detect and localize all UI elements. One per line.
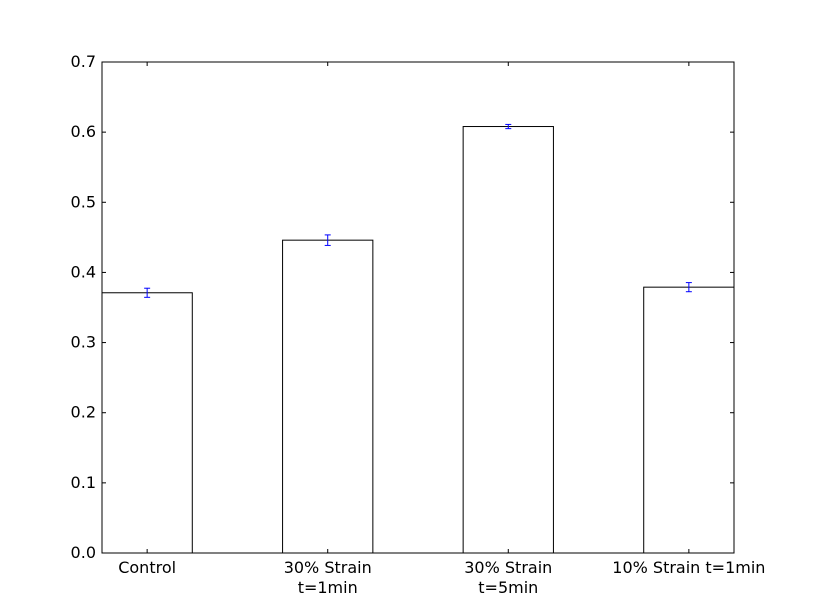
bar — [643, 286, 735, 554]
y-tick-label: 0.7 — [71, 52, 96, 71]
bar — [282, 239, 374, 554]
y-tick-label: 0.6 — [71, 122, 96, 141]
y-tick-label: 0.5 — [71, 192, 96, 211]
x-tick-label: Control — [118, 558, 176, 577]
y-tick-label: 0.4 — [71, 262, 96, 281]
y-tick-label: 0.3 — [71, 333, 96, 352]
x-tick-label: t=1min — [298, 578, 358, 597]
y-tick-label: 0.2 — [71, 403, 96, 422]
bar — [462, 126, 554, 554]
y-tick-label: 0.0 — [71, 543, 96, 562]
x-tick-label: 30% Strain — [284, 558, 372, 577]
y-tick-label: 0.1 — [71, 473, 96, 492]
plot-area-frame — [101, 61, 735, 554]
bars-layer — [101, 126, 735, 554]
x-tick-label: 30% Strain — [464, 558, 552, 577]
bar — [101, 292, 193, 554]
y-tick-labels: 0.0 0.1 0.2 0.3 0.4 0.5 0.6 0.7 — [71, 52, 96, 562]
x-tick-label: t=5min — [478, 578, 538, 597]
x-tick-label: 10% Strain t=1min — [612, 558, 765, 577]
error-bars-layer — [144, 123, 692, 298]
ticks-layer — [102, 61, 734, 554]
